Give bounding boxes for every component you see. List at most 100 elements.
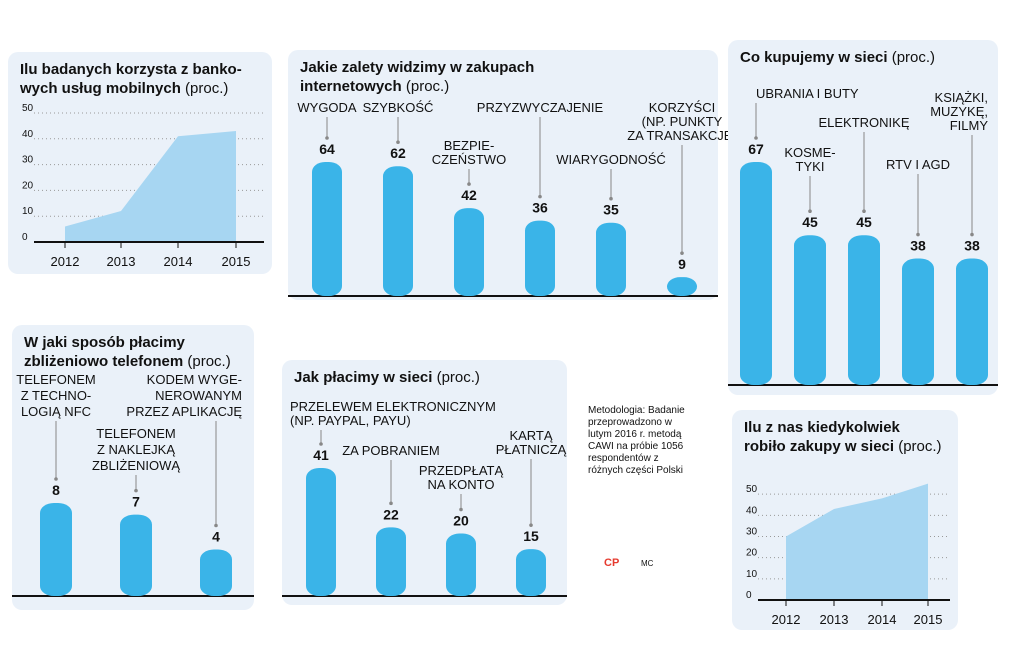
title-line: wych usług mobilnych: [20, 80, 181, 97]
leader-dot: [862, 209, 866, 214]
leader-dot: [459, 507, 463, 512]
bar: [120, 514, 152, 596]
unit-label: (proc.): [187, 353, 231, 370]
y-tick-label: 30: [22, 155, 34, 166]
methodology-note: Metodologia: Badanie przeprowadzono w lu…: [588, 405, 685, 476]
leader-dot: [529, 523, 533, 527]
category-label: LOGIĄ NFC: [21, 404, 91, 419]
value-label: 20: [453, 513, 469, 529]
category-label: RTV I AGD: [886, 157, 950, 172]
x-tick-label: 2012: [51, 254, 80, 269]
leader-dot: [54, 477, 58, 481]
category-label: CZEŃSTWO: [432, 152, 506, 167]
category-label: Z TECHNO-: [21, 388, 92, 403]
bar: [446, 533, 476, 596]
leader-dot: [325, 136, 329, 140]
x-tick-label: 2014: [164, 254, 193, 269]
unit-label: (proc.): [405, 78, 450, 95]
value-label: 38: [910, 238, 926, 254]
panel-title: Jak płacimy w sieci (proc.): [294, 368, 480, 387]
leader-dot: [134, 488, 138, 493]
y-tick-label: 40: [746, 505, 758, 516]
x-tick-label: 2015: [222, 254, 251, 269]
bar: [848, 235, 880, 385]
category-label: ZA TRANSAKCJE): [627, 128, 737, 143]
chart-how-we-pay: 41 PRZELEWEM ELEKTRONICZNYM(NP. PAYPAL, P…: [282, 399, 567, 597]
category-label: PRZELEWEM ELEKTRONICZNYM: [290, 399, 496, 414]
y-tick-label: 50: [746, 484, 758, 495]
category-label: BEZPIE-: [444, 138, 495, 153]
bar: [516, 549, 546, 596]
title-line: zbliżeniowo telefonem: [24, 353, 184, 370]
value-label: 45: [856, 214, 872, 230]
bar: [956, 258, 988, 385]
category-label: TELEFONEM: [16, 372, 95, 387]
panel-advantages: Jakie zalety widzimy w zakupach internet…: [288, 50, 737, 300]
value-label: 35: [603, 202, 619, 218]
value-label: 22: [383, 506, 399, 522]
y-tick-label: 40: [22, 129, 34, 140]
value-label: 7: [132, 494, 140, 510]
panel-title: W jaki sposób płacimy zbliżeniowo telefo…: [24, 333, 231, 371]
leader-dot: [467, 182, 471, 186]
title-line: Co kupujemy w sieci: [740, 49, 888, 66]
unit-label: (proc.): [436, 369, 480, 386]
unit-label: (proc.): [891, 49, 936, 66]
chart-advantages: 64 WYGODA 62 SZYBKOŚĆ 42 BEZPIE-CZEŃSTWO 36 PRZ…: [288, 100, 737, 297]
panel-title: Jakie zalety widzimy w zakupach internet…: [300, 58, 534, 96]
category-label: WIARYGODNOŚĆ: [556, 152, 666, 167]
panel-title: Ilu badanych korzysta z banko- wych usłu…: [20, 60, 242, 98]
title-line: Jakie zalety widzimy w zakupach: [300, 59, 535, 76]
panel-ever-bought: Ilu z nas kiedykolwiek robiło zakupy w s…: [732, 410, 958, 630]
category-label: KSIĄŻKI,: [935, 90, 988, 105]
title-line: Ilu z nas kiedykolwiek: [744, 419, 900, 436]
leader-dot: [538, 194, 542, 199]
x-tick-label: 2015: [914, 612, 943, 627]
leader-dot: [389, 501, 393, 506]
y-tick-label: 20: [22, 180, 34, 191]
leader-dot: [808, 209, 812, 214]
category-label: PRZEZ APLIKACJĘ: [126, 404, 242, 419]
bar: [40, 503, 72, 596]
category-label: KORZYŚCI: [649, 100, 715, 115]
category-label: MUZYKĘ,: [930, 104, 988, 119]
title-line: internetowych: [300, 78, 402, 95]
category-label: TELEFONEM: [96, 426, 175, 441]
category-label: FILMY: [950, 118, 989, 133]
value-label: 42: [461, 187, 477, 203]
bar: [306, 468, 336, 596]
bar: [794, 235, 826, 385]
bar: [312, 162, 342, 296]
category-label: KARTĄ: [509, 428, 552, 443]
value-label: 64: [319, 141, 335, 157]
category-label: ZBLIŻENIOWĄ: [92, 458, 180, 473]
bar: [383, 166, 413, 296]
y-tick-label: 30: [746, 527, 758, 538]
category-label: UBRANIA I BUTY: [756, 86, 859, 101]
leader-dot: [396, 140, 400, 144]
category-label: (NP. PAYPAL, PAYU): [290, 413, 411, 428]
value-label: 15: [523, 528, 539, 544]
panel-mobile-banking: Ilu badanych korzysta z banko- wych usłu…: [8, 52, 272, 274]
category-label: NEROWANYM: [155, 388, 242, 403]
leader-dot: [680, 251, 684, 255]
value-label: 62: [390, 145, 406, 161]
x-tick-label: 2013: [820, 612, 849, 627]
category-label: KODEM WYGE-: [147, 372, 242, 387]
title-line: W jaki sposób płacimy: [24, 334, 185, 351]
value-label: 4: [212, 529, 220, 545]
panel-title: Ilu z nas kiedykolwiek robiło zakupy w s…: [744, 418, 942, 456]
category-label: KOSME-: [784, 145, 835, 160]
category-label: TYKI: [796, 159, 825, 174]
category-label: ZA POBRANIEM: [342, 443, 440, 458]
category-label: (NP. PUNKTY: [642, 114, 723, 129]
bar: [200, 549, 232, 596]
x-tick-label: 2014: [868, 612, 897, 627]
leader-dot: [319, 442, 323, 446]
leader-dot: [916, 232, 920, 237]
panel-what-we-buy: Co kupujemy w sieci (proc.) 67 UBRANIA I …: [728, 40, 998, 395]
panel-contactless: W jaki sposób płacimy zbliżeniowo telefo…: [12, 325, 254, 610]
chart-what-we-buy: 67 UBRANIA I BUTY 45 KOSME-TYKI 45 ELEKTRONIK…: [728, 86, 998, 386]
y-tick-label: 10: [22, 206, 34, 217]
panel-title: Co kupujemy w sieci (proc.): [740, 48, 935, 67]
